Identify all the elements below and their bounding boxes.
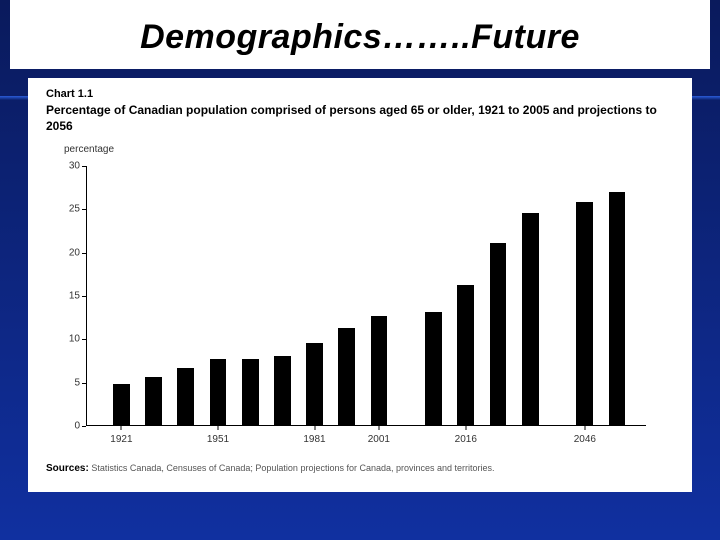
sources-label: Sources: [46,463,89,474]
chart-panel: Chart 1.1 Percentage of Canadian populat… [28,78,692,492]
slide-title: Demographics……..Future [10,0,710,69]
y-tick-mark [82,426,86,427]
bar [113,384,130,426]
bar [177,368,194,426]
bar [490,243,507,426]
y-axis-label: percentage [28,136,692,155]
sources-text: Statistics Canada, Censuses of Canada; P… [91,463,494,473]
x-tick-mark [217,426,218,430]
y-tick-mark [82,253,86,254]
chart-number: Chart 1.1 [28,78,692,102]
y-tick-mark [82,339,86,340]
x-tick-mark [465,426,466,430]
slide: Demographics……..Future Chart 1.1 Percent… [0,0,720,540]
bar [371,316,388,426]
y-tick-mark [82,383,86,384]
bar [274,356,291,426]
y-tick-mark [82,296,86,297]
bar [457,285,474,426]
y-tick-mark [82,209,86,210]
bar [338,328,355,426]
bar [306,343,323,426]
bars-container [86,166,646,426]
x-tick-mark [314,426,315,430]
chart-sources: Sources: Statistics Canada, Censuses of … [46,463,495,474]
bar [210,359,227,426]
plot-area: 051015202530 192119511981200120162046 [86,166,646,426]
y-tick-mark [82,166,86,167]
x-tick-mark [378,426,379,430]
chart-title: Percentage of Canadian population compri… [28,102,692,136]
bar [145,377,162,426]
x-tick-mark [121,426,122,430]
bar [576,202,593,426]
x-tick-mark [584,426,585,430]
bar [609,192,626,426]
bar [522,213,539,426]
bar [242,359,259,426]
bar [425,312,442,426]
